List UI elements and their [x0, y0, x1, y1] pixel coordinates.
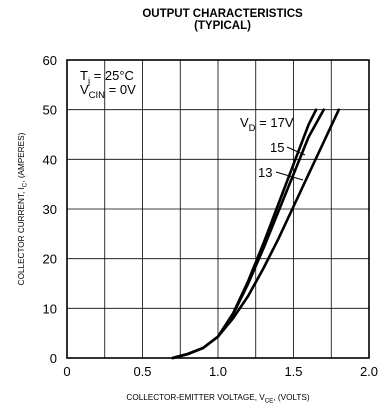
- y-tick-label: 60: [43, 53, 57, 68]
- x-axis-label: COLLECTOR-EMITTER VOLTAGE, VCE, (VOLTS): [126, 393, 309, 405]
- x-tick-label: 0.5: [133, 364, 151, 379]
- data-point: [187, 353, 189, 355]
- data-point: [232, 313, 234, 316]
- x-tick-label: 0: [63, 364, 70, 379]
- y-tick-label: 50: [43, 103, 57, 118]
- data-point: [307, 173, 310, 176]
- data-point: [277, 238, 280, 240]
- data-point: [217, 335, 219, 338]
- plot-frame: [66, 59, 370, 359]
- data-point: [307, 123, 310, 126]
- data-point: [322, 108, 325, 111]
- data-point: [338, 108, 340, 111]
- data-point: [171, 357, 174, 359]
- series-label-15: 15: [270, 140, 284, 155]
- y-tick-label: 30: [43, 202, 57, 217]
- data-point: [262, 242, 265, 245]
- x-tick-label: 1.5: [284, 364, 302, 379]
- data-point: [292, 163, 295, 166]
- data-point: [262, 267, 265, 270]
- series-line-1: [171, 108, 318, 360]
- data-point: [315, 108, 317, 111]
- chart-subtitle: (TYPICAL): [194, 20, 251, 32]
- y-tick-label: 0: [50, 351, 57, 366]
- series-line-3: [171, 108, 341, 360]
- x-tick-label: 1.0: [209, 364, 227, 379]
- leader-line-15: [286, 146, 306, 156]
- condition-text: VCIN = 0V: [80, 82, 136, 101]
- data-point: [262, 247, 265, 250]
- data-point: [292, 205, 295, 208]
- data-point: [277, 203, 280, 205]
- y-axis-label: COLLECTOR CURRENT, IC, (AMPERES): [17, 132, 29, 285]
- y-tick-label: 40: [43, 152, 57, 167]
- y-tick-label: 20: [43, 252, 57, 267]
- y-tick-label: 10: [43, 301, 57, 316]
- data-point: [322, 141, 325, 143]
- x-tick-label: 2.0: [360, 364, 378, 379]
- series-label-13: 13: [258, 165, 272, 180]
- series-label-vd17: VD = 17V: [240, 115, 294, 134]
- data-point: [292, 173, 295, 176]
- data-point: [277, 210, 280, 213]
- chart-title: OUTPUT CHARACTERISTICS: [142, 8, 303, 20]
- data-point: [307, 136, 310, 138]
- data-point: [202, 347, 204, 349]
- condition-text: Tj = 25°C: [80, 68, 134, 87]
- leader-line-13: [275, 171, 304, 181]
- data-point: [232, 317, 234, 320]
- data-point: [247, 282, 249, 285]
- data-point: [247, 295, 249, 297]
